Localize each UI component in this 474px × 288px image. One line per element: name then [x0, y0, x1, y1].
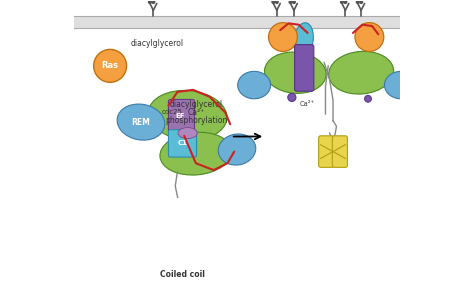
Ellipse shape	[288, 93, 296, 101]
Text: Ca²⁺: Ca²⁺	[188, 108, 205, 117]
Text: diacylglycerol: diacylglycerol	[130, 39, 183, 48]
Circle shape	[292, 0, 296, 4]
Circle shape	[356, 0, 360, 4]
Text: Ca²⁺: Ca²⁺	[300, 101, 315, 107]
Text: Ras: Ras	[101, 61, 118, 70]
FancyBboxPatch shape	[332, 136, 347, 167]
Ellipse shape	[294, 23, 313, 57]
Ellipse shape	[365, 95, 372, 102]
Ellipse shape	[148, 90, 227, 140]
Circle shape	[271, 0, 275, 4]
Ellipse shape	[355, 23, 384, 52]
Text: diacylglycerol: diacylglycerol	[170, 101, 223, 109]
Ellipse shape	[117, 104, 165, 140]
Bar	[74, 16, 400, 28]
Circle shape	[275, 0, 279, 4]
Circle shape	[151, 0, 155, 4]
FancyBboxPatch shape	[162, 219, 182, 263]
FancyBboxPatch shape	[319, 136, 334, 167]
FancyBboxPatch shape	[182, 219, 203, 263]
Circle shape	[289, 0, 292, 4]
Text: cdc25: cdc25	[162, 109, 183, 115]
Ellipse shape	[384, 71, 418, 99]
Text: phosphorylation: phosphorylation	[165, 115, 228, 124]
Circle shape	[340, 0, 344, 4]
Ellipse shape	[269, 23, 297, 52]
Circle shape	[148, 0, 152, 4]
Ellipse shape	[264, 52, 326, 93]
Ellipse shape	[160, 132, 232, 175]
Text: C1: C1	[177, 140, 187, 146]
FancyBboxPatch shape	[168, 130, 197, 157]
Ellipse shape	[178, 128, 197, 139]
Text: EF: EF	[175, 113, 185, 119]
Circle shape	[343, 0, 347, 4]
Circle shape	[359, 0, 363, 4]
FancyBboxPatch shape	[168, 99, 194, 134]
Ellipse shape	[237, 71, 271, 99]
FancyBboxPatch shape	[295, 45, 314, 91]
Ellipse shape	[218, 134, 256, 165]
Ellipse shape	[94, 49, 127, 82]
Text: Coiled coil: Coiled coil	[160, 270, 205, 278]
Text: REM: REM	[132, 118, 150, 127]
Ellipse shape	[328, 51, 393, 94]
